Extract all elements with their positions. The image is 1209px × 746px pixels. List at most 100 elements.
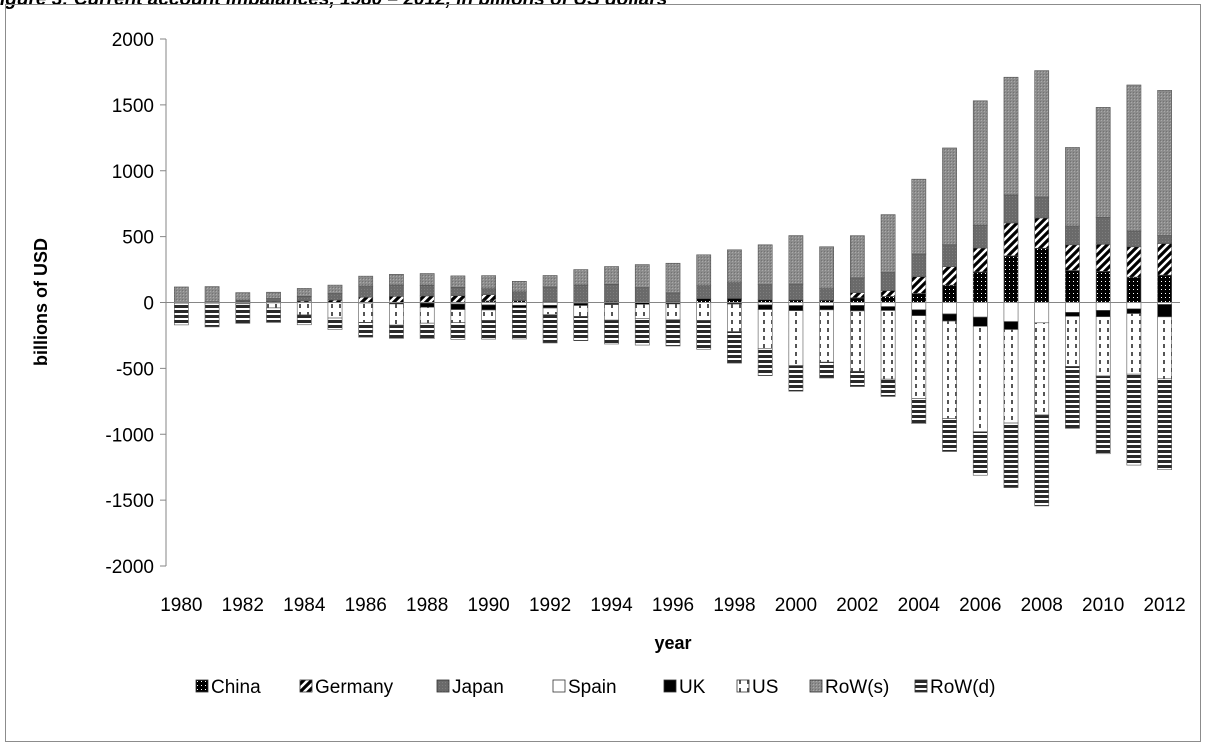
bar-row-d--2005 bbox=[942, 418, 957, 452]
bar-uk-2001 bbox=[819, 305, 835, 311]
bar-us-2010 bbox=[1095, 316, 1111, 377]
bar-row-s--1996 bbox=[665, 262, 681, 294]
legend-swatch-japan bbox=[436, 679, 450, 693]
bar-row-d--1995 bbox=[634, 318, 650, 346]
bar-row-s--1998 bbox=[727, 249, 742, 284]
bar-japan-1985 bbox=[327, 293, 343, 301]
bar-china-2010 bbox=[1095, 270, 1111, 303]
bar-china-2012 bbox=[1157, 274, 1172, 303]
bar-japan-1987 bbox=[389, 284, 404, 297]
bar-japan-2004 bbox=[911, 253, 927, 277]
legend-label: Germany bbox=[315, 677, 394, 698]
legend-label: RoW(s) bbox=[825, 677, 889, 698]
bar-germany-1989 bbox=[450, 295, 466, 303]
bar-spain-2009 bbox=[1065, 302, 1080, 313]
bar-row-d--1990 bbox=[481, 320, 497, 340]
bar-us-1998 bbox=[727, 303, 742, 332]
bar-japan-2000 bbox=[788, 283, 804, 301]
bar-us-1984 bbox=[296, 302, 312, 316]
bar-uk-2005 bbox=[942, 313, 957, 322]
bar-japan-1990 bbox=[481, 288, 497, 295]
y-tick-label: 500 bbox=[122, 228, 154, 249]
bar-row-s--1981 bbox=[204, 286, 220, 303]
bar-japan-2006 bbox=[972, 225, 988, 249]
bar-uk-1991 bbox=[511, 304, 527, 309]
bar-uk-2012 bbox=[1157, 304, 1172, 318]
bar-row-s--2006 bbox=[972, 100, 988, 226]
bar-row-d--1991 bbox=[511, 307, 527, 340]
bar-china-2002 bbox=[849, 297, 865, 303]
bar-china-1998 bbox=[727, 298, 742, 303]
bar-row-d--2000 bbox=[788, 365, 804, 392]
bar-us-1985 bbox=[327, 302, 343, 319]
bar-uk-2010 bbox=[1095, 310, 1111, 318]
bar-us-2007 bbox=[1003, 329, 1019, 424]
bar-us-1999 bbox=[757, 309, 773, 350]
bar-uk-1989 bbox=[450, 303, 466, 310]
bar-germany-1988 bbox=[419, 295, 435, 303]
bar-row-s--1987 bbox=[389, 274, 404, 286]
bar-japan-1993 bbox=[573, 284, 589, 303]
bar-uk-1988 bbox=[419, 302, 435, 308]
bar-japan-1992 bbox=[542, 286, 558, 303]
bar-row-s--2000 bbox=[788, 235, 804, 285]
bar-row-s--1993 bbox=[573, 269, 589, 286]
x-axis-title: year bbox=[654, 633, 691, 653]
bar-row-d--1982 bbox=[235, 303, 251, 324]
bar-germany-2003 bbox=[880, 290, 896, 297]
bar-us-2001 bbox=[819, 309, 835, 363]
bar-japan-1999 bbox=[757, 284, 773, 301]
bar-row-s--1999 bbox=[757, 244, 773, 286]
bar-row-s--1990 bbox=[481, 275, 497, 290]
bar-us-2004 bbox=[911, 315, 927, 399]
bar-row-s--2012 bbox=[1157, 90, 1172, 236]
bar-germany-2006 bbox=[972, 247, 988, 273]
bar-china-2009 bbox=[1065, 270, 1080, 303]
bar-row-s--1982 bbox=[235, 292, 251, 301]
bar-germany-2002 bbox=[849, 292, 865, 299]
bar-us-1988 bbox=[419, 306, 435, 324]
bar-germany-2011 bbox=[1126, 246, 1142, 278]
legend-label: Japan bbox=[452, 677, 504, 698]
bar-uk-2004 bbox=[911, 309, 927, 316]
bar-row-s--1988 bbox=[419, 273, 435, 286]
bar-row-s--1980 bbox=[174, 286, 189, 303]
bar-row-s--1983 bbox=[266, 291, 281, 299]
bar-us-2008 bbox=[1034, 322, 1050, 416]
y-tick-label: 1500 bbox=[112, 96, 154, 117]
bar-japan-2011 bbox=[1126, 230, 1142, 248]
bar-row-s--1986 bbox=[358, 275, 374, 287]
bar-us-1989 bbox=[450, 309, 466, 323]
bar-us-2003 bbox=[880, 310, 896, 380]
x-tick-label: 1982 bbox=[222, 595, 264, 616]
bar-japan-1984 bbox=[296, 296, 312, 302]
bar-row-d--2002 bbox=[849, 370, 865, 387]
bar-china-2006 bbox=[972, 271, 988, 303]
bar-row-s--2004 bbox=[911, 178, 927, 255]
bar-us-1990 bbox=[481, 309, 497, 321]
bar-germany-2008 bbox=[1034, 217, 1050, 249]
bar-uk-2009 bbox=[1065, 312, 1080, 317]
bar-uk-2002 bbox=[849, 305, 865, 312]
bar-row-d--1986 bbox=[358, 322, 374, 338]
x-tick-label: 1990 bbox=[467, 595, 509, 616]
y-tick-label: 1000 bbox=[112, 162, 154, 183]
bar-uk-2006 bbox=[972, 316, 988, 327]
y-tick-label: -500 bbox=[116, 359, 154, 380]
bar-row-d--1983 bbox=[266, 307, 281, 323]
bar-spain-2007 bbox=[1003, 302, 1019, 322]
bar-spain-2006 bbox=[972, 302, 988, 318]
bar-row-d--1988 bbox=[419, 322, 435, 339]
y-axis-title: billions of USD bbox=[31, 238, 51, 366]
bar-japan-1991 bbox=[511, 291, 527, 302]
bar-germany-2005 bbox=[942, 266, 957, 286]
bar-japan-1996 bbox=[665, 292, 681, 302]
x-tick-label: 1994 bbox=[590, 595, 633, 616]
bar-us-1993 bbox=[573, 305, 589, 317]
bar-spain-2010 bbox=[1095, 302, 1111, 311]
bar-us-1997 bbox=[696, 302, 712, 321]
bar-row-d--1996 bbox=[665, 319, 681, 347]
x-tick-label: 2004 bbox=[898, 595, 941, 616]
bar-row-d--1999 bbox=[757, 348, 773, 376]
